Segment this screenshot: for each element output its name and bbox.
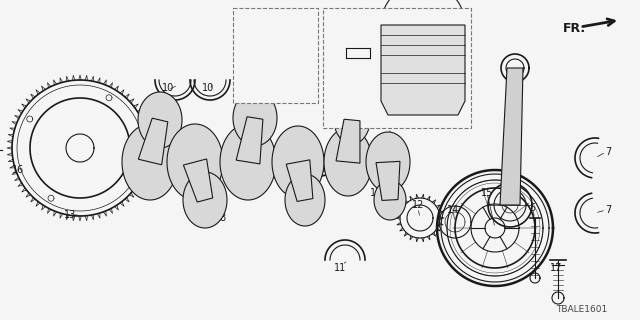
Polygon shape xyxy=(272,126,324,198)
Text: 14: 14 xyxy=(447,205,459,215)
Text: 13: 13 xyxy=(64,210,76,220)
Text: 7: 7 xyxy=(605,147,611,157)
Polygon shape xyxy=(500,68,523,205)
Text: FR.: FR. xyxy=(563,21,586,35)
Text: 8: 8 xyxy=(219,213,225,223)
Text: 3: 3 xyxy=(355,43,361,53)
Polygon shape xyxy=(285,174,325,226)
Polygon shape xyxy=(366,132,410,192)
Text: TBALE1601: TBALE1601 xyxy=(556,306,607,315)
Text: 16: 16 xyxy=(12,165,24,175)
Polygon shape xyxy=(233,90,277,146)
Text: 11: 11 xyxy=(334,263,346,273)
Polygon shape xyxy=(122,124,178,200)
Polygon shape xyxy=(324,128,372,196)
Text: 10: 10 xyxy=(162,83,174,93)
Text: 6: 6 xyxy=(500,170,506,180)
Polygon shape xyxy=(334,96,370,144)
Text: 15: 15 xyxy=(481,188,493,198)
Text: 1: 1 xyxy=(387,173,393,183)
Text: 2: 2 xyxy=(295,65,301,75)
Bar xyxy=(233,8,318,103)
Polygon shape xyxy=(286,160,313,202)
Polygon shape xyxy=(376,161,400,200)
Polygon shape xyxy=(336,119,360,163)
Text: 5: 5 xyxy=(529,203,535,213)
Polygon shape xyxy=(236,117,263,164)
Polygon shape xyxy=(184,159,212,202)
Text: 17: 17 xyxy=(550,263,562,273)
Polygon shape xyxy=(220,124,276,200)
Polygon shape xyxy=(183,172,227,228)
Polygon shape xyxy=(138,118,168,165)
Polygon shape xyxy=(374,180,406,220)
Text: 18: 18 xyxy=(370,188,382,198)
Polygon shape xyxy=(138,92,182,148)
Text: 9: 9 xyxy=(324,153,330,163)
Text: 7: 7 xyxy=(605,205,611,215)
Text: 10: 10 xyxy=(202,83,214,93)
Bar xyxy=(323,8,471,128)
Text: 4: 4 xyxy=(325,22,331,32)
Polygon shape xyxy=(381,25,465,115)
Polygon shape xyxy=(167,124,223,200)
Text: 4: 4 xyxy=(445,90,451,100)
Text: 12: 12 xyxy=(412,200,424,210)
